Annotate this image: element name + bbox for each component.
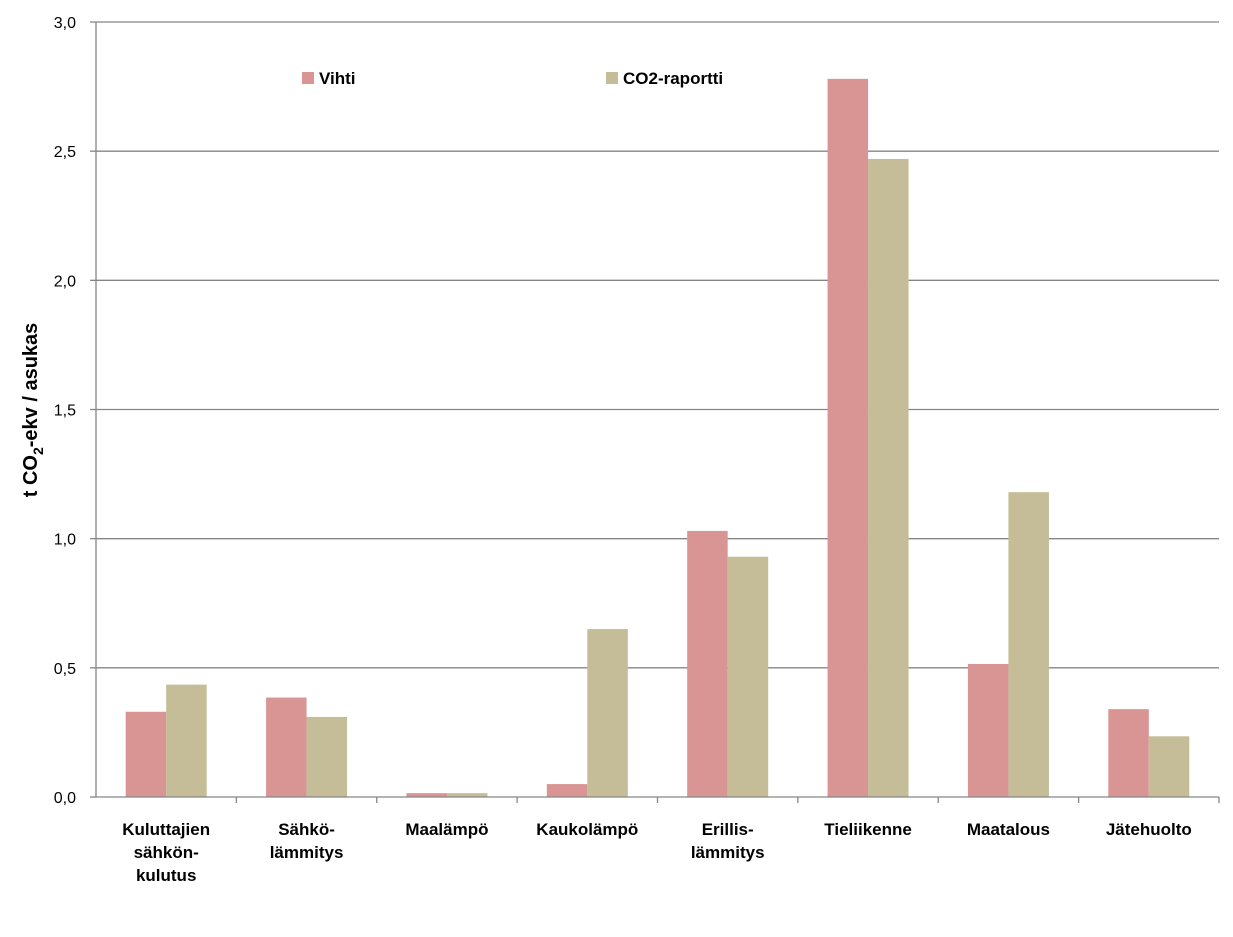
y-tick-label: 0,5 bbox=[54, 661, 76, 678]
legend-swatch-vihti bbox=[302, 72, 314, 84]
x-tick-label: Jätehuolto bbox=[1106, 820, 1192, 839]
bar-co2-raportti bbox=[446, 793, 488, 797]
bar-co2-raportti bbox=[1148, 736, 1190, 797]
bar-vihti bbox=[1108, 709, 1149, 797]
y-tick-label: 2,0 bbox=[54, 273, 76, 290]
x-tick-label: Kuluttajien sähkön-kulutus bbox=[122, 820, 210, 885]
y-tick-label: 0,0 bbox=[54, 790, 76, 807]
bar-vihti bbox=[827, 78, 869, 798]
bars bbox=[125, 78, 1190, 798]
x-tick-label: Erillis-lämmitys bbox=[691, 820, 765, 862]
bar-vihti bbox=[125, 711, 167, 797]
x-tick-label: Kaukolämpö bbox=[536, 820, 638, 839]
y-axis-label-prefix: t CO bbox=[20, 455, 42, 497]
bar-vihti bbox=[266, 697, 307, 797]
legend-label-co2-raportti: CO2-raportti bbox=[623, 69, 723, 88]
bar-vihti bbox=[406, 793, 447, 797]
bar-vihti bbox=[546, 784, 588, 797]
y-tick-label: 1,0 bbox=[54, 532, 76, 549]
y-tick-label: 1,5 bbox=[54, 403, 76, 420]
y-axis-label-suffix: -ekv / asukas bbox=[20, 323, 42, 448]
bar-co2-raportti bbox=[587, 629, 628, 797]
bar-vihti bbox=[687, 530, 728, 797]
x-tick-label: Maatalous bbox=[967, 820, 1050, 839]
bar-vihti bbox=[967, 663, 1009, 797]
legend: Vihti CO2-raportti bbox=[302, 69, 723, 88]
bar-co2-raportti bbox=[1008, 492, 1049, 797]
y-tick-label: 2,5 bbox=[54, 144, 76, 161]
x-tick-label: Tieliikenne bbox=[824, 820, 912, 839]
y-axis-label-subscript: 2 bbox=[30, 447, 46, 455]
bar-co2-raportti bbox=[166, 684, 207, 797]
x-tick-label: Sähkö-lämmitys bbox=[270, 820, 344, 862]
gridlines bbox=[96, 21, 1219, 669]
legend-label-vihti: Vihti bbox=[319, 69, 356, 88]
x-axis-ticks bbox=[235, 797, 1220, 803]
category-labels: Kuluttajien sähkön-kulutus Sähkö-lämmitys M… bbox=[122, 820, 1192, 885]
y-tick-label: 3,0 bbox=[54, 15, 76, 32]
legend-swatch-co2-raportti bbox=[606, 72, 618, 84]
y-axis-ticks: 0,0 0,5 1,0 1,5 2,0 2,5 3,0 bbox=[54, 15, 96, 807]
bar-co2-raportti bbox=[306, 716, 348, 797]
bar-co2-raportti bbox=[868, 158, 909, 797]
x-tick-label: Maalämpö bbox=[405, 820, 488, 839]
bar-co2-raportti bbox=[727, 556, 769, 797]
y-axis-label: t CO2-ekv / asukas bbox=[20, 323, 46, 498]
